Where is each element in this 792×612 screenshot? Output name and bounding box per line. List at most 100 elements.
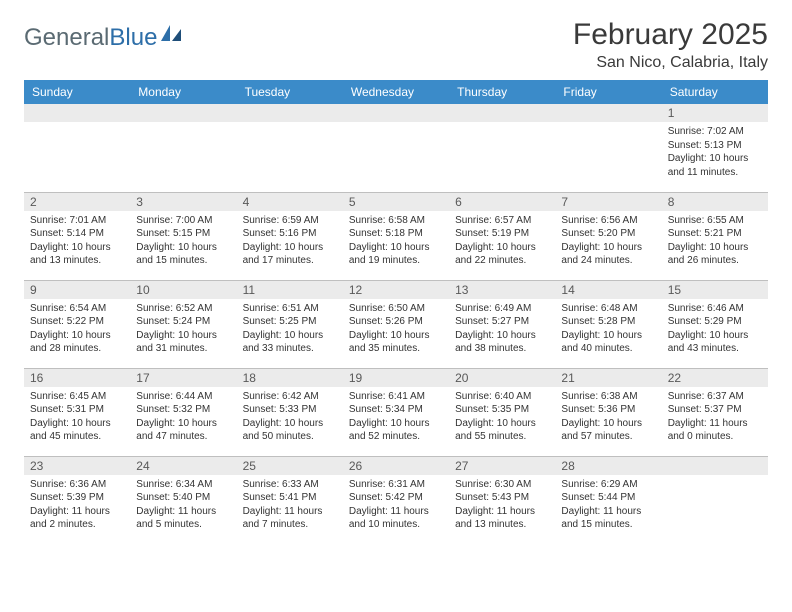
day-number: [24, 104, 130, 122]
day-details: Sunrise: 7:01 AMSunset: 5:14 PMDaylight:…: [24, 211, 130, 272]
calendar-cell: 15Sunrise: 6:46 AMSunset: 5:29 PMDayligh…: [662, 280, 768, 368]
day-details: Sunrise: 6:55 AMSunset: 5:21 PMDaylight:…: [662, 211, 768, 272]
calendar-week: 16Sunrise: 6:45 AMSunset: 5:31 PMDayligh…: [24, 368, 768, 456]
day-header-tuesday: Tuesday: [237, 80, 343, 104]
calendar-cell: [343, 104, 449, 192]
day-number: 27: [449, 457, 555, 475]
day-number: 13: [449, 281, 555, 299]
day-number: 24: [130, 457, 236, 475]
day-details: Sunrise: 6:52 AMSunset: 5:24 PMDaylight:…: [130, 299, 236, 360]
calendar-cell: [662, 456, 768, 544]
day-number: [449, 104, 555, 122]
header: GeneralBlue February 2025 San Nico, Cala…: [24, 18, 768, 72]
day-details: Sunrise: 6:42 AMSunset: 5:33 PMDaylight:…: [237, 387, 343, 448]
day-details: Sunrise: 7:00 AMSunset: 5:15 PMDaylight:…: [130, 211, 236, 272]
day-number: 6: [449, 193, 555, 211]
calendar-header-row: SundayMondayTuesdayWednesdayThursdayFrid…: [24, 80, 768, 104]
calendar-cell: 17Sunrise: 6:44 AMSunset: 5:32 PMDayligh…: [130, 368, 236, 456]
day-number: [130, 104, 236, 122]
calendar-cell: 14Sunrise: 6:48 AMSunset: 5:28 PMDayligh…: [555, 280, 661, 368]
day-details: Sunrise: 6:54 AMSunset: 5:22 PMDaylight:…: [24, 299, 130, 360]
day-number: 12: [343, 281, 449, 299]
calendar-cell: 28Sunrise: 6:29 AMSunset: 5:44 PMDayligh…: [555, 456, 661, 544]
day-details: Sunrise: 6:34 AMSunset: 5:40 PMDaylight:…: [130, 475, 236, 536]
calendar-cell: 13Sunrise: 6:49 AMSunset: 5:27 PMDayligh…: [449, 280, 555, 368]
month-title: February 2025: [573, 18, 768, 52]
calendar-cell: 25Sunrise: 6:33 AMSunset: 5:41 PMDayligh…: [237, 456, 343, 544]
calendar-cell: 2Sunrise: 7:01 AMSunset: 5:14 PMDaylight…: [24, 192, 130, 280]
calendar-cell: 18Sunrise: 6:42 AMSunset: 5:33 PMDayligh…: [237, 368, 343, 456]
day-number: [555, 104, 661, 122]
calendar-week: 1Sunrise: 7:02 AMSunset: 5:13 PMDaylight…: [24, 104, 768, 192]
day-number: 2: [24, 193, 130, 211]
calendar-week: 23Sunrise: 6:36 AMSunset: 5:39 PMDayligh…: [24, 456, 768, 544]
day-number: 23: [24, 457, 130, 475]
calendar-cell: 6Sunrise: 6:57 AMSunset: 5:19 PMDaylight…: [449, 192, 555, 280]
day-number: 28: [555, 457, 661, 475]
day-details: Sunrise: 6:37 AMSunset: 5:37 PMDaylight:…: [662, 387, 768, 448]
day-details: Sunrise: 6:45 AMSunset: 5:31 PMDaylight:…: [24, 387, 130, 448]
calendar-cell: [130, 104, 236, 192]
day-details: Sunrise: 6:36 AMSunset: 5:39 PMDaylight:…: [24, 475, 130, 536]
calendar-cell: 23Sunrise: 6:36 AMSunset: 5:39 PMDayligh…: [24, 456, 130, 544]
day-number: 19: [343, 369, 449, 387]
day-number: 7: [555, 193, 661, 211]
day-details: Sunrise: 6:58 AMSunset: 5:18 PMDaylight:…: [343, 211, 449, 272]
day-number: 1: [662, 104, 768, 122]
calendar-cell: 7Sunrise: 6:56 AMSunset: 5:20 PMDaylight…: [555, 192, 661, 280]
day-header-saturday: Saturday: [662, 80, 768, 104]
location: San Nico, Calabria, Italy: [573, 54, 768, 72]
day-number: 9: [24, 281, 130, 299]
calendar-cell: 21Sunrise: 6:38 AMSunset: 5:36 PMDayligh…: [555, 368, 661, 456]
day-number: 22: [662, 369, 768, 387]
day-number: 26: [343, 457, 449, 475]
day-number: 16: [24, 369, 130, 387]
calendar-cell: 3Sunrise: 7:00 AMSunset: 5:15 PMDaylight…: [130, 192, 236, 280]
day-details: Sunrise: 6:33 AMSunset: 5:41 PMDaylight:…: [237, 475, 343, 536]
calendar-cell: 26Sunrise: 6:31 AMSunset: 5:42 PMDayligh…: [343, 456, 449, 544]
calendar-cell: [555, 104, 661, 192]
calendar-cell: 10Sunrise: 6:52 AMSunset: 5:24 PMDayligh…: [130, 280, 236, 368]
day-number: 10: [130, 281, 236, 299]
day-number: [343, 104, 449, 122]
calendar-week: 2Sunrise: 7:01 AMSunset: 5:14 PMDaylight…: [24, 192, 768, 280]
day-details: Sunrise: 6:57 AMSunset: 5:19 PMDaylight:…: [449, 211, 555, 272]
day-number: 14: [555, 281, 661, 299]
day-number: 11: [237, 281, 343, 299]
day-number: 3: [130, 193, 236, 211]
day-header-monday: Monday: [130, 80, 236, 104]
calendar-cell: 20Sunrise: 6:40 AMSunset: 5:35 PMDayligh…: [449, 368, 555, 456]
day-number: 25: [237, 457, 343, 475]
day-number: 21: [555, 369, 661, 387]
day-number: [662, 457, 768, 475]
day-details: Sunrise: 6:44 AMSunset: 5:32 PMDaylight:…: [130, 387, 236, 448]
day-number: 5: [343, 193, 449, 211]
calendar-table: SundayMondayTuesdayWednesdayThursdayFrid…: [24, 80, 768, 544]
calendar-cell: 27Sunrise: 6:30 AMSunset: 5:43 PMDayligh…: [449, 456, 555, 544]
day-details: Sunrise: 6:30 AMSunset: 5:43 PMDaylight:…: [449, 475, 555, 536]
day-number: 8: [662, 193, 768, 211]
calendar-cell: 9Sunrise: 6:54 AMSunset: 5:22 PMDaylight…: [24, 280, 130, 368]
day-details: Sunrise: 6:59 AMSunset: 5:16 PMDaylight:…: [237, 211, 343, 272]
calendar-cell: 5Sunrise: 6:58 AMSunset: 5:18 PMDaylight…: [343, 192, 449, 280]
day-header-wednesday: Wednesday: [343, 80, 449, 104]
calendar-week: 9Sunrise: 6:54 AMSunset: 5:22 PMDaylight…: [24, 280, 768, 368]
calendar-cell: 22Sunrise: 6:37 AMSunset: 5:37 PMDayligh…: [662, 368, 768, 456]
day-details: Sunrise: 6:29 AMSunset: 5:44 PMDaylight:…: [555, 475, 661, 536]
logo-sail-icon: [161, 25, 183, 43]
calendar-cell: 16Sunrise: 6:45 AMSunset: 5:31 PMDayligh…: [24, 368, 130, 456]
day-details: Sunrise: 6:51 AMSunset: 5:25 PMDaylight:…: [237, 299, 343, 360]
logo-text-gray: General: [24, 24, 109, 52]
day-details: Sunrise: 6:50 AMSunset: 5:26 PMDaylight:…: [343, 299, 449, 360]
calendar-cell: 12Sunrise: 6:50 AMSunset: 5:26 PMDayligh…: [343, 280, 449, 368]
day-header-sunday: Sunday: [24, 80, 130, 104]
day-details: Sunrise: 6:48 AMSunset: 5:28 PMDaylight:…: [555, 299, 661, 360]
calendar-cell: 4Sunrise: 6:59 AMSunset: 5:16 PMDaylight…: [237, 192, 343, 280]
logo: GeneralBlue: [24, 18, 183, 52]
day-details: Sunrise: 6:56 AMSunset: 5:20 PMDaylight:…: [555, 211, 661, 272]
day-number: [237, 104, 343, 122]
day-details: Sunrise: 6:31 AMSunset: 5:42 PMDaylight:…: [343, 475, 449, 536]
calendar-cell: 1Sunrise: 7:02 AMSunset: 5:13 PMDaylight…: [662, 104, 768, 192]
calendar-cell: 8Sunrise: 6:55 AMSunset: 5:21 PMDaylight…: [662, 192, 768, 280]
day-details: Sunrise: 6:38 AMSunset: 5:36 PMDaylight:…: [555, 387, 661, 448]
